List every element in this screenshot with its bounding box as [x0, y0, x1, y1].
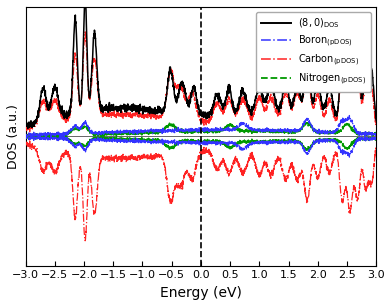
Y-axis label: DOS (a.u.): DOS (a.u.)	[7, 104, 20, 169]
Legend: $(8,0)_{\mathrm{DOS}}$, $\mathrm{Boron_{(pDOS)}}$, $\mathrm{Carbon_{(pDOS)}}$, $: $(8,0)_{\mathrm{DOS}}$, $\mathrm{Boron_{…	[256, 12, 371, 91]
X-axis label: Energy (eV): Energy (eV)	[160, 286, 242, 300]
